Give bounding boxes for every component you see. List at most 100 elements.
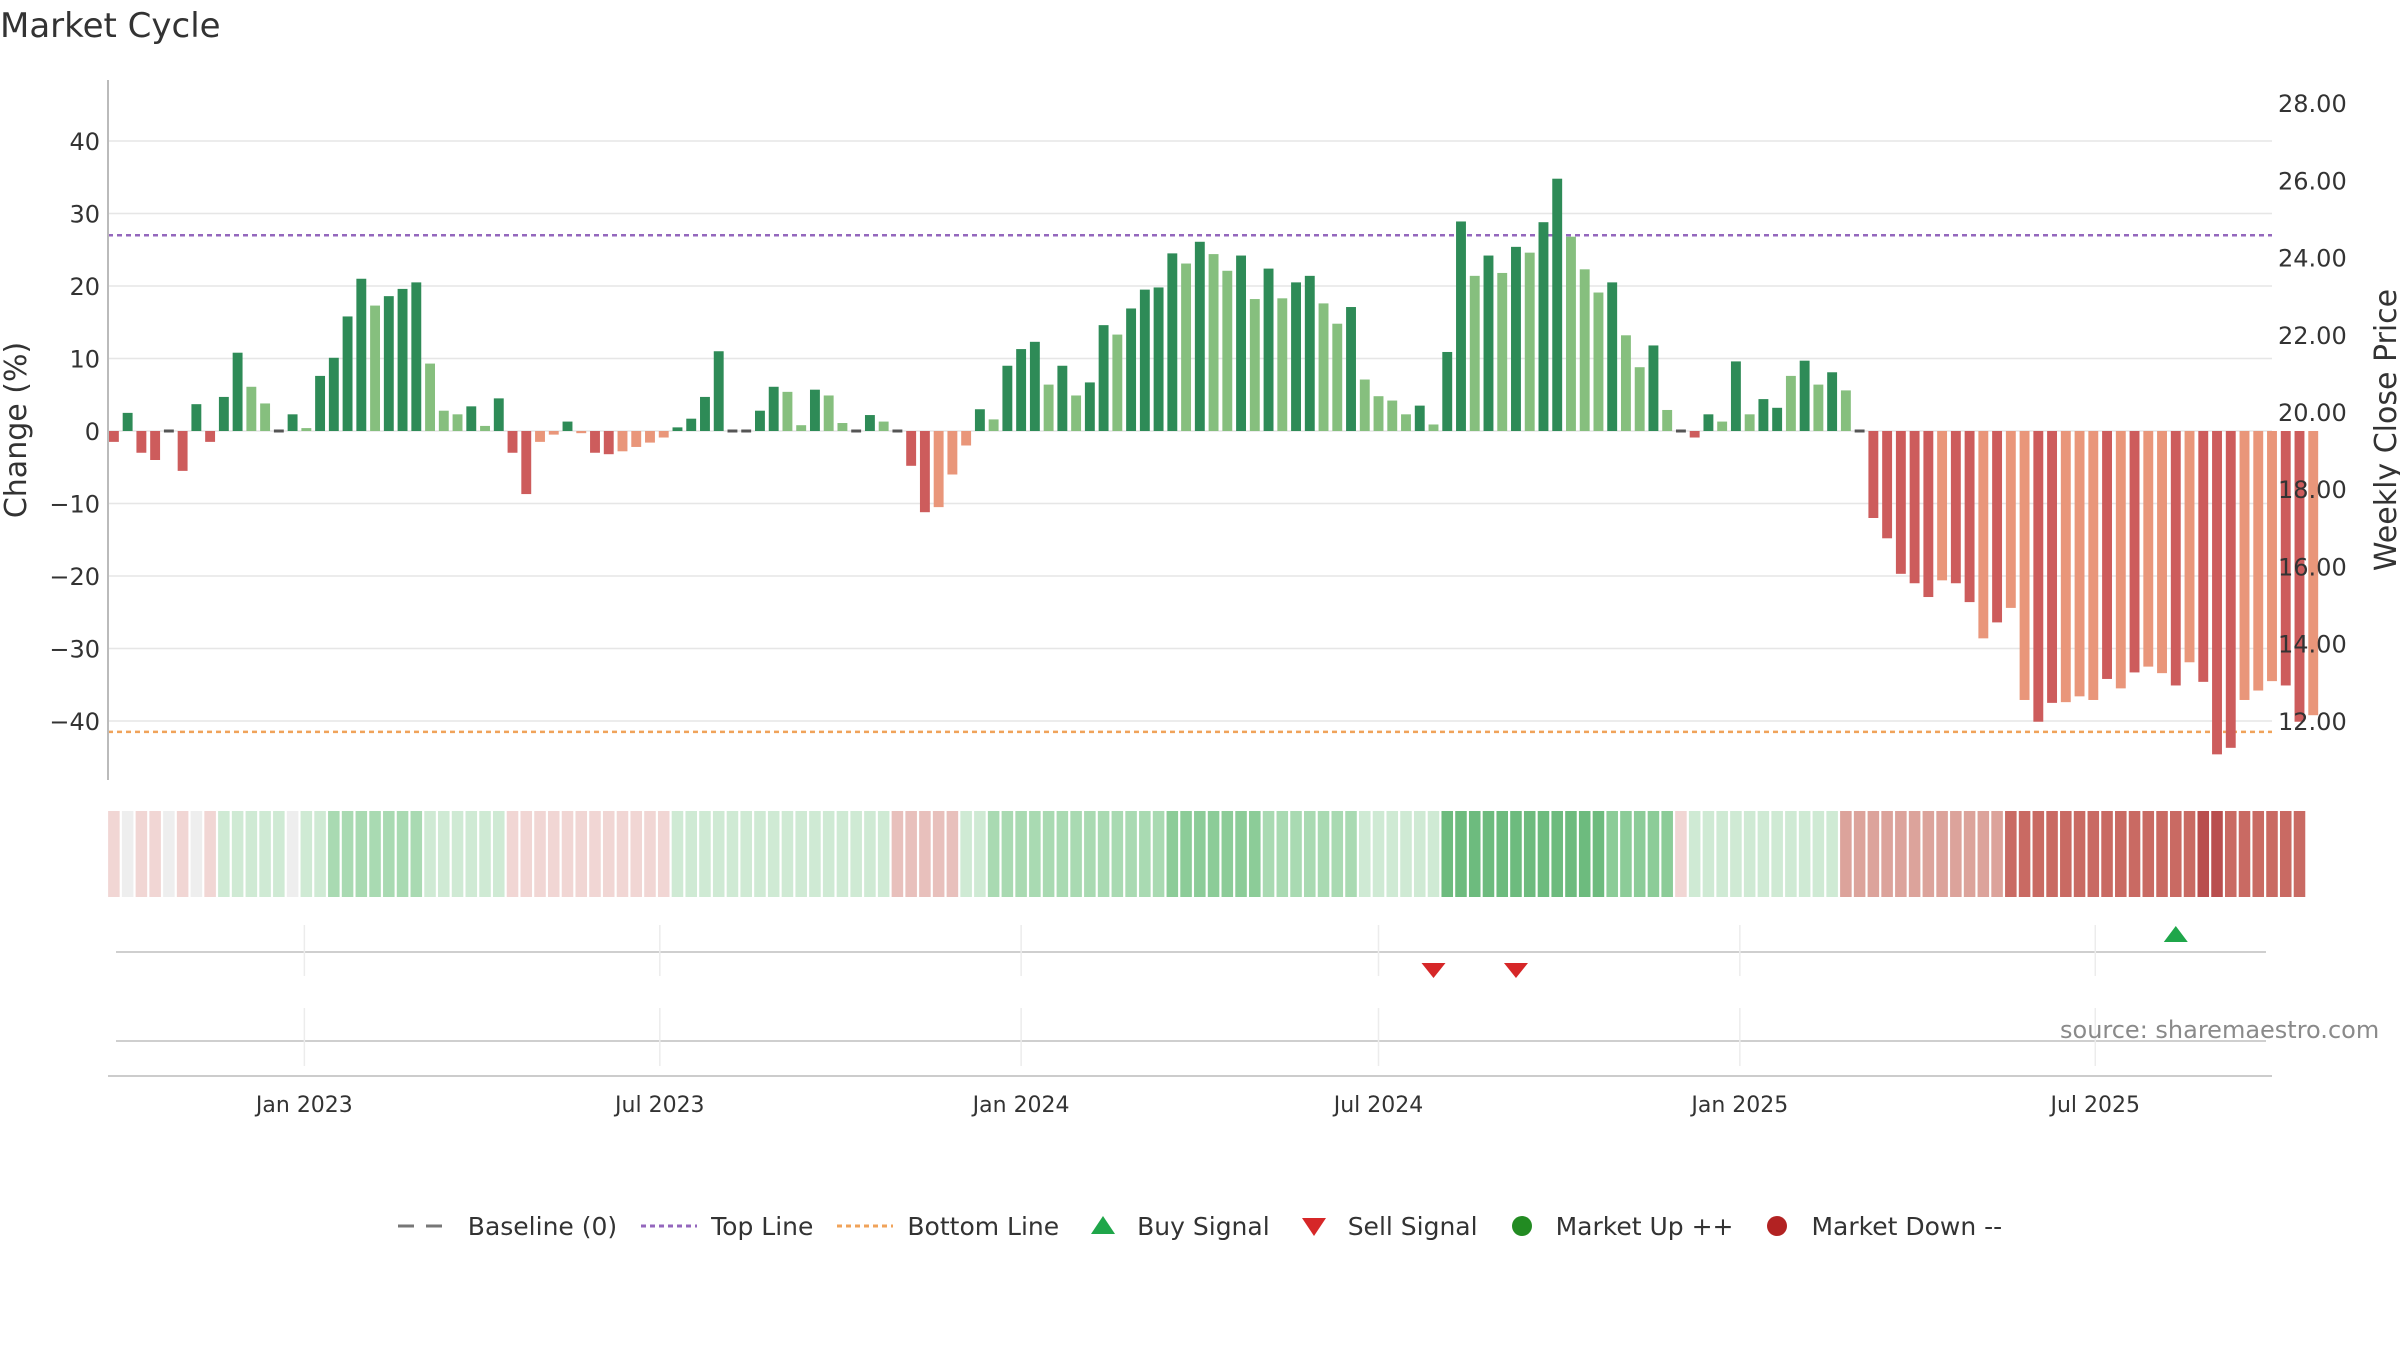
heat-cell	[190, 811, 203, 897]
heat-cell	[2101, 811, 2113, 897]
change-bar	[1827, 372, 1838, 431]
y-axis-label: Change (%)	[0, 342, 34, 518]
heat-cell	[877, 811, 890, 897]
heat-cell	[1688, 811, 1701, 897]
heat-cell	[905, 811, 917, 897]
circle-green-icon	[1511, 1216, 1532, 1236]
change-bar	[2060, 431, 2071, 703]
heat-cell	[493, 811, 505, 897]
y-tick-label: −40	[49, 708, 100, 736]
change-bar	[988, 419, 999, 431]
change-bar	[658, 431, 669, 438]
heat-cell	[1125, 811, 1137, 897]
change-bar	[1016, 349, 1027, 431]
change-bar	[631, 431, 642, 447]
change-bar	[1882, 431, 1893, 539]
change-bar	[2212, 431, 2222, 755]
heat-cell	[1441, 811, 1454, 897]
change-bar	[1332, 323, 1343, 431]
heat-cell	[767, 811, 780, 897]
change-bar	[1222, 270, 1233, 431]
heat-cell	[204, 811, 216, 897]
change-bar	[1194, 241, 1205, 431]
change-bar	[1992, 431, 2003, 623]
change-bar	[1524, 252, 1535, 431]
legend-top-line: Top Line	[641, 1212, 813, 1241]
heat-cell	[740, 811, 752, 897]
change-bar	[768, 386, 779, 431]
heat-cell	[1496, 811, 1509, 897]
heat-cell	[2005, 811, 2017, 897]
sell-signal-marker	[1503, 963, 1528, 978]
signal-panel: Jan 2023 Jul 2023 Jan 2024 Jul 2024 Jan 2025…	[108, 925, 2272, 1118]
heat-cell	[479, 811, 491, 897]
heat-cell	[1358, 811, 1371, 897]
heat-cell	[286, 811, 299, 897]
x-tick-label: Jan 2023	[254, 1093, 353, 1118]
change-bar	[933, 431, 944, 508]
heat-cell	[520, 811, 533, 897]
change-bar	[2033, 431, 2044, 722]
change-bar	[1098, 325, 1109, 431]
change-bar	[328, 357, 339, 431]
heat-cell	[685, 811, 697, 897]
change-bar	[1909, 431, 1920, 584]
heat-cell	[699, 811, 711, 897]
change-bar	[1744, 414, 1755, 431]
heat-cell	[1400, 811, 1412, 897]
change-bar	[2074, 431, 2085, 697]
heat-cell	[1015, 811, 1027, 897]
change-bar	[782, 391, 793, 431]
change-bar	[191, 404, 202, 431]
heat-cell	[657, 811, 670, 897]
heat-cell	[1730, 811, 1742, 897]
change-bar	[2294, 431, 2305, 722]
change-bar	[1153, 287, 1164, 431]
change-bar	[1373, 396, 1384, 431]
heat-cell	[2018, 811, 2031, 897]
change-bar	[603, 431, 614, 455]
change-bar	[1579, 269, 1590, 431]
change-bar	[1112, 334, 1123, 431]
legend-buy-label: Buy Signal	[1137, 1211, 1270, 1241]
heat-cell	[2293, 811, 2306, 897]
heat-cell	[1455, 811, 1467, 897]
change-bar	[287, 414, 298, 431]
heat-cell	[1070, 811, 1082, 897]
heat-cell	[1235, 811, 1247, 897]
change-bar	[315, 375, 326, 431]
heat-cell	[987, 811, 1000, 897]
heat-cell	[355, 811, 368, 897]
change-bar	[1923, 431, 1934, 598]
heat-cell	[809, 811, 821, 897]
heat-cell	[2252, 811, 2265, 897]
heat-cell	[1922, 811, 1935, 897]
heat-cell	[2170, 811, 2182, 897]
heat-cell	[451, 811, 464, 897]
heat-cell	[1056, 811, 1069, 897]
baseline-mark	[273, 429, 284, 433]
heat-cell	[149, 811, 161, 897]
change-bar	[700, 396, 710, 431]
heat-cell	[1840, 811, 1852, 897]
heat-cell	[1482, 811, 1495, 897]
heat-cell	[1785, 811, 1797, 897]
change-bar	[1772, 407, 1783, 431]
heat-cell	[1895, 811, 1907, 897]
heat-cell	[2197, 811, 2210, 897]
heat-cell	[1207, 811, 1220, 897]
heat-strip	[108, 811, 2306, 897]
change-bar	[1456, 221, 1466, 431]
change-bar	[548, 431, 559, 435]
heat-cell	[1523, 811, 1536, 897]
source-note: source: sharemaestro.com	[2060, 1016, 2380, 1044]
x-tick-label: Jul 2024	[1332, 1093, 1424, 1118]
x-tick-label: Jul 2023	[613, 1093, 705, 1118]
heat-cell	[1716, 811, 1728, 897]
change-bar	[411, 282, 422, 431]
change-bar	[466, 406, 477, 431]
change-bar	[2157, 431, 2167, 674]
change-bar	[1937, 431, 1948, 581]
heat-cell	[1826, 811, 1838, 897]
y2-tick-label: 12.00	[2278, 708, 2347, 736]
